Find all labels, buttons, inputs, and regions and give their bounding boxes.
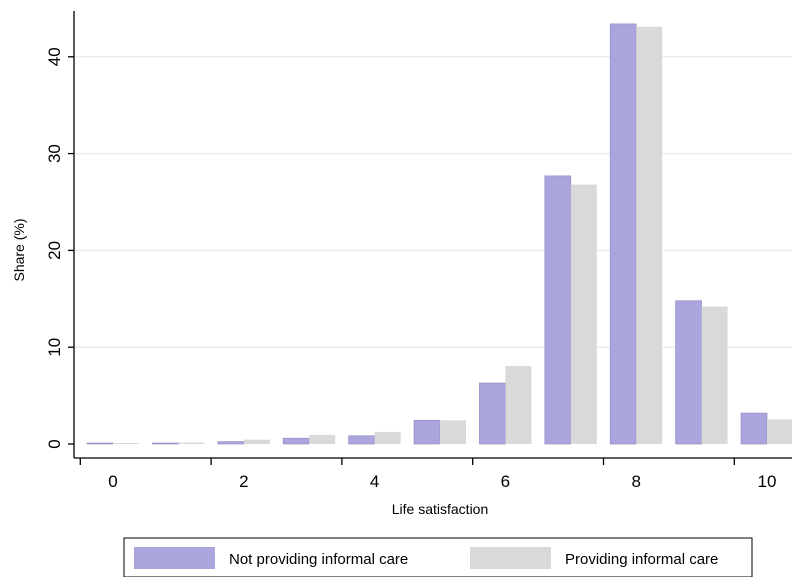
legend-swatch-providing: [470, 547, 551, 569]
y-tick-label: 40: [45, 47, 64, 66]
x-tick-label: 0: [108, 472, 117, 491]
bar-not-providing: [740, 412, 768, 445]
y-tick-label: 30: [45, 144, 64, 163]
y-axis: 0 10 20 30 40: [45, 11, 75, 458]
x-axis-label: Life satisfaction: [392, 501, 489, 517]
bar-not-providing: [544, 175, 572, 445]
x-tick-label: 10: [758, 472, 777, 491]
bar-not-providing: [348, 435, 375, 445]
y-axis-label: Share (%): [11, 218, 27, 281]
bar-not-providing: [413, 419, 441, 445]
y-tick-label: 20: [45, 241, 64, 260]
bar-providing: [374, 431, 401, 444]
bar-providing: [636, 26, 663, 445]
legend: Not providing informal care Providing in…: [123, 537, 753, 577]
y-tick-label: 10: [45, 338, 64, 357]
legend-swatch-not-providing: [134, 547, 215, 569]
bar-not-providing: [86, 442, 114, 445]
bar-not-providing: [217, 441, 245, 445]
bar-providing: [309, 434, 336, 444]
x-tick-label: 6: [501, 472, 510, 491]
bar-providing: [178, 442, 205, 444]
bar-not-providing: [609, 23, 637, 445]
bar-not-providing: [675, 300, 702, 445]
x-tick-label: 4: [370, 472, 379, 491]
y-tick-label: 0: [45, 439, 64, 448]
bar-providing: [440, 420, 466, 444]
legend-label-providing: Providing informal care: [565, 551, 718, 568]
bar-not-providing: [282, 437, 310, 445]
x-tick-label: 8: [631, 472, 640, 491]
x-axis: 0 2 4 6 8 10: [74, 457, 792, 491]
legend-label-not-providing: Not providing informal care: [229, 551, 408, 568]
x-tick-label: 2: [239, 472, 248, 491]
gridlines: [74, 56, 792, 348]
bar-providing: [113, 443, 139, 444]
bar-not-providing: [152, 442, 179, 445]
bar-not-providing: [479, 382, 506, 445]
bar-providing: [570, 184, 597, 445]
legend-frame: [123, 537, 753, 577]
bar-providing: [243, 439, 270, 444]
bars: [86, 23, 792, 445]
bar-providing: [505, 366, 532, 444]
bar-providing: [767, 419, 792, 444]
bar-providing: [701, 306, 728, 444]
